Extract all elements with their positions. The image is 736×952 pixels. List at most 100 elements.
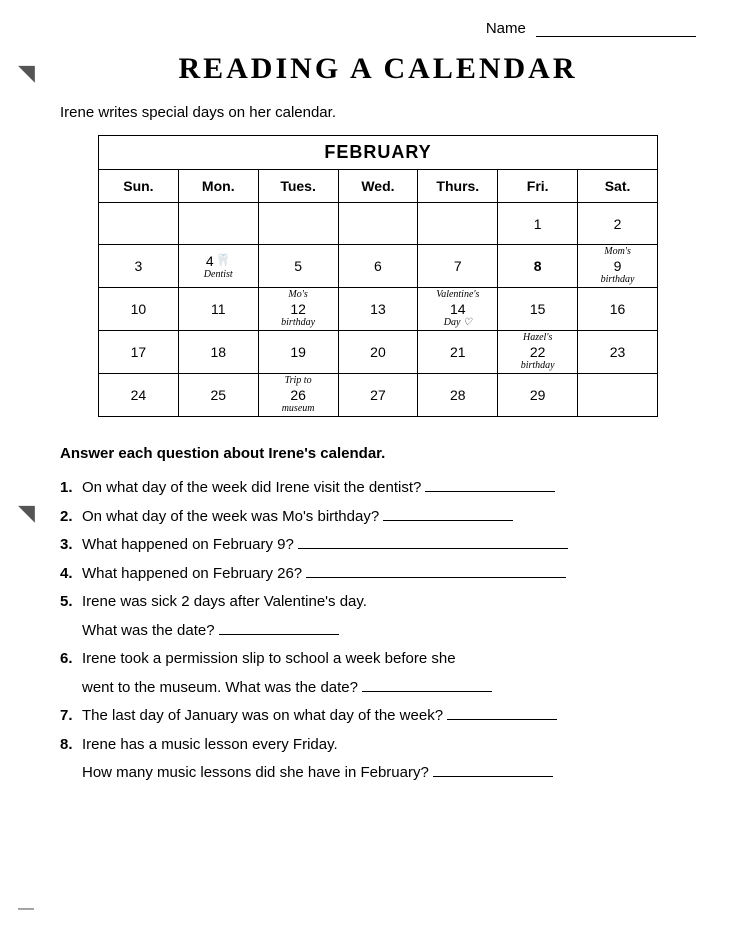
question-text: The last day of January was on what day …: [82, 707, 443, 724]
calendar-cell: 2: [578, 203, 658, 245]
calendar-cell: 6: [338, 245, 418, 288]
question-item: Irene has a music lesson every Friday. Ho…: [60, 731, 696, 788]
day-number: 16: [610, 301, 626, 317]
day-number: 21: [450, 344, 466, 360]
calendar-cell: 1: [498, 203, 578, 245]
question-item: What happened on February 9?: [60, 531, 696, 560]
calendar-cell: 7: [418, 245, 498, 288]
punch-hole-icon: ◥: [18, 500, 40, 522]
day-number: 19: [290, 344, 306, 360]
worksheet-page: ◥ ◥ — Name READING A CALENDAR Irene writ…: [0, 0, 736, 818]
question-text: Irene was sick 2 days after Valentine's …: [82, 593, 367, 610]
calendar-week-row: 24 25Trip to26museum 27 28 29: [99, 374, 658, 417]
event-text-bottom: Dentist: [181, 270, 256, 280]
question-text: went to the museum. What was the date?: [82, 679, 358, 696]
day-number: 20: [370, 344, 386, 360]
day-number: 28: [450, 387, 466, 403]
calendar-cell: 17: [99, 331, 179, 374]
calendar-cell: 28: [418, 374, 498, 417]
question-item: The last day of January was on what day …: [60, 702, 696, 731]
answer-blank[interactable]: [298, 534, 568, 549]
day-number: 5: [294, 258, 302, 274]
calendar-cell: 25: [178, 374, 258, 417]
calendar-day-header: Thurs.: [418, 170, 498, 203]
calendar-cell: 3: [99, 245, 179, 288]
answer-blank[interactable]: [362, 677, 492, 692]
punch-hole-icon: ◥: [18, 60, 40, 82]
calendar-cell: 10: [99, 288, 179, 331]
calendar-cell: [338, 203, 418, 245]
answer-blank[interactable]: [383, 506, 513, 521]
calendar-cell: 18: [178, 331, 258, 374]
day-number: 15: [530, 301, 546, 317]
day-number: 14: [450, 301, 466, 317]
calendar-cell: 19: [258, 331, 338, 374]
day-number: 10: [131, 301, 147, 317]
calendar-cell: 27: [338, 374, 418, 417]
calendar-cell: 20: [338, 331, 418, 374]
question-text: What happened on February 26?: [82, 565, 302, 582]
question-item: What happened on February 26?: [60, 560, 696, 589]
day-number: 3: [135, 258, 143, 274]
calendar-cell: 11: [178, 288, 258, 331]
day-number: 2: [614, 216, 622, 232]
calendar-cell: 21: [418, 331, 498, 374]
calendar-cell: 5: [258, 245, 338, 288]
day-number: 29: [530, 387, 546, 403]
name-field-row: Name: [60, 20, 696, 37]
question-item: On what day of the week did Irene visit …: [60, 474, 696, 503]
calendar-cell: [99, 203, 179, 245]
question-text: On what day of the week did Irene visit …: [82, 479, 421, 496]
day-number: 26: [290, 387, 306, 403]
day-number: 23: [610, 344, 626, 360]
question-text: Irene took a permission slip to school a…: [82, 650, 456, 667]
event-text-bottom: museum: [261, 404, 336, 414]
calendar-cell: 8: [498, 245, 578, 288]
day-number: 24: [131, 387, 147, 403]
punch-hole-icon: —: [18, 900, 40, 922]
day-number: 8: [534, 258, 542, 274]
question-text: On what day of the week was Mo's birthda…: [82, 508, 379, 525]
calendar-week-row: 12: [99, 203, 658, 245]
calendar-cell: 15: [498, 288, 578, 331]
answer-blank[interactable]: [433, 762, 553, 777]
question-text: Irene has a music lesson every Friday.: [82, 736, 338, 753]
calendar-table: FEBRUARY Sun.Mon.Tues.Wed.Thurs.Fri.Sat.…: [98, 135, 658, 417]
answer-blank[interactable]: [306, 563, 566, 578]
event-text-top: Trip to: [261, 376, 336, 386]
calendar-day-header: Fri.: [498, 170, 578, 203]
calendar-cell: 24: [99, 374, 179, 417]
calendar-week-row: 1011Mo's12birthday13Valentine's14Day ♡15…: [99, 288, 658, 331]
day-number: 6: [374, 258, 382, 274]
calendar-header-row: Sun.Mon.Tues.Wed.Thurs.Fri.Sat.: [99, 170, 658, 203]
name-blank[interactable]: [536, 36, 696, 37]
answer-blank[interactable]: [219, 620, 339, 635]
answer-blank[interactable]: [447, 705, 557, 720]
question-text: What was the date?: [82, 622, 215, 639]
calendar-cell: [178, 203, 258, 245]
day-number: 9: [614, 258, 622, 274]
calendar-cell: Trip to26museum: [258, 374, 338, 417]
calendar-day-header: Wed.: [338, 170, 418, 203]
event-text-bottom: birthday: [261, 318, 336, 328]
day-number: 17: [131, 344, 147, 360]
calendar-day-header: Sat.: [578, 170, 658, 203]
event-text-bottom: Day ♡: [420, 318, 495, 328]
question-text: How many music lessons did she have in F…: [82, 764, 429, 781]
day-number: 27: [370, 387, 386, 403]
day-number: 12: [290, 301, 306, 317]
calendar-cell: [578, 374, 658, 417]
calendar-cell: Hazel's22birthday: [498, 331, 578, 374]
question-item: Irene took a permission slip to school a…: [60, 645, 696, 702]
event-text-top: Mo's: [261, 290, 336, 300]
calendar-day-header: Mon.: [178, 170, 258, 203]
question-item: Irene was sick 2 days after Valentine's …: [60, 588, 696, 645]
event-text-bottom: birthday: [500, 361, 575, 371]
tooth-icon: 🦷: [216, 253, 231, 267]
day-number: 1: [534, 216, 542, 232]
intro-text: Irene writes special days on her calenda…: [60, 104, 696, 121]
calendar-cell: Mom's9birthday: [578, 245, 658, 288]
answer-blank[interactable]: [425, 477, 555, 492]
event-text-bottom: birthday: [580, 275, 655, 285]
calendar-day-header: Tues.: [258, 170, 338, 203]
